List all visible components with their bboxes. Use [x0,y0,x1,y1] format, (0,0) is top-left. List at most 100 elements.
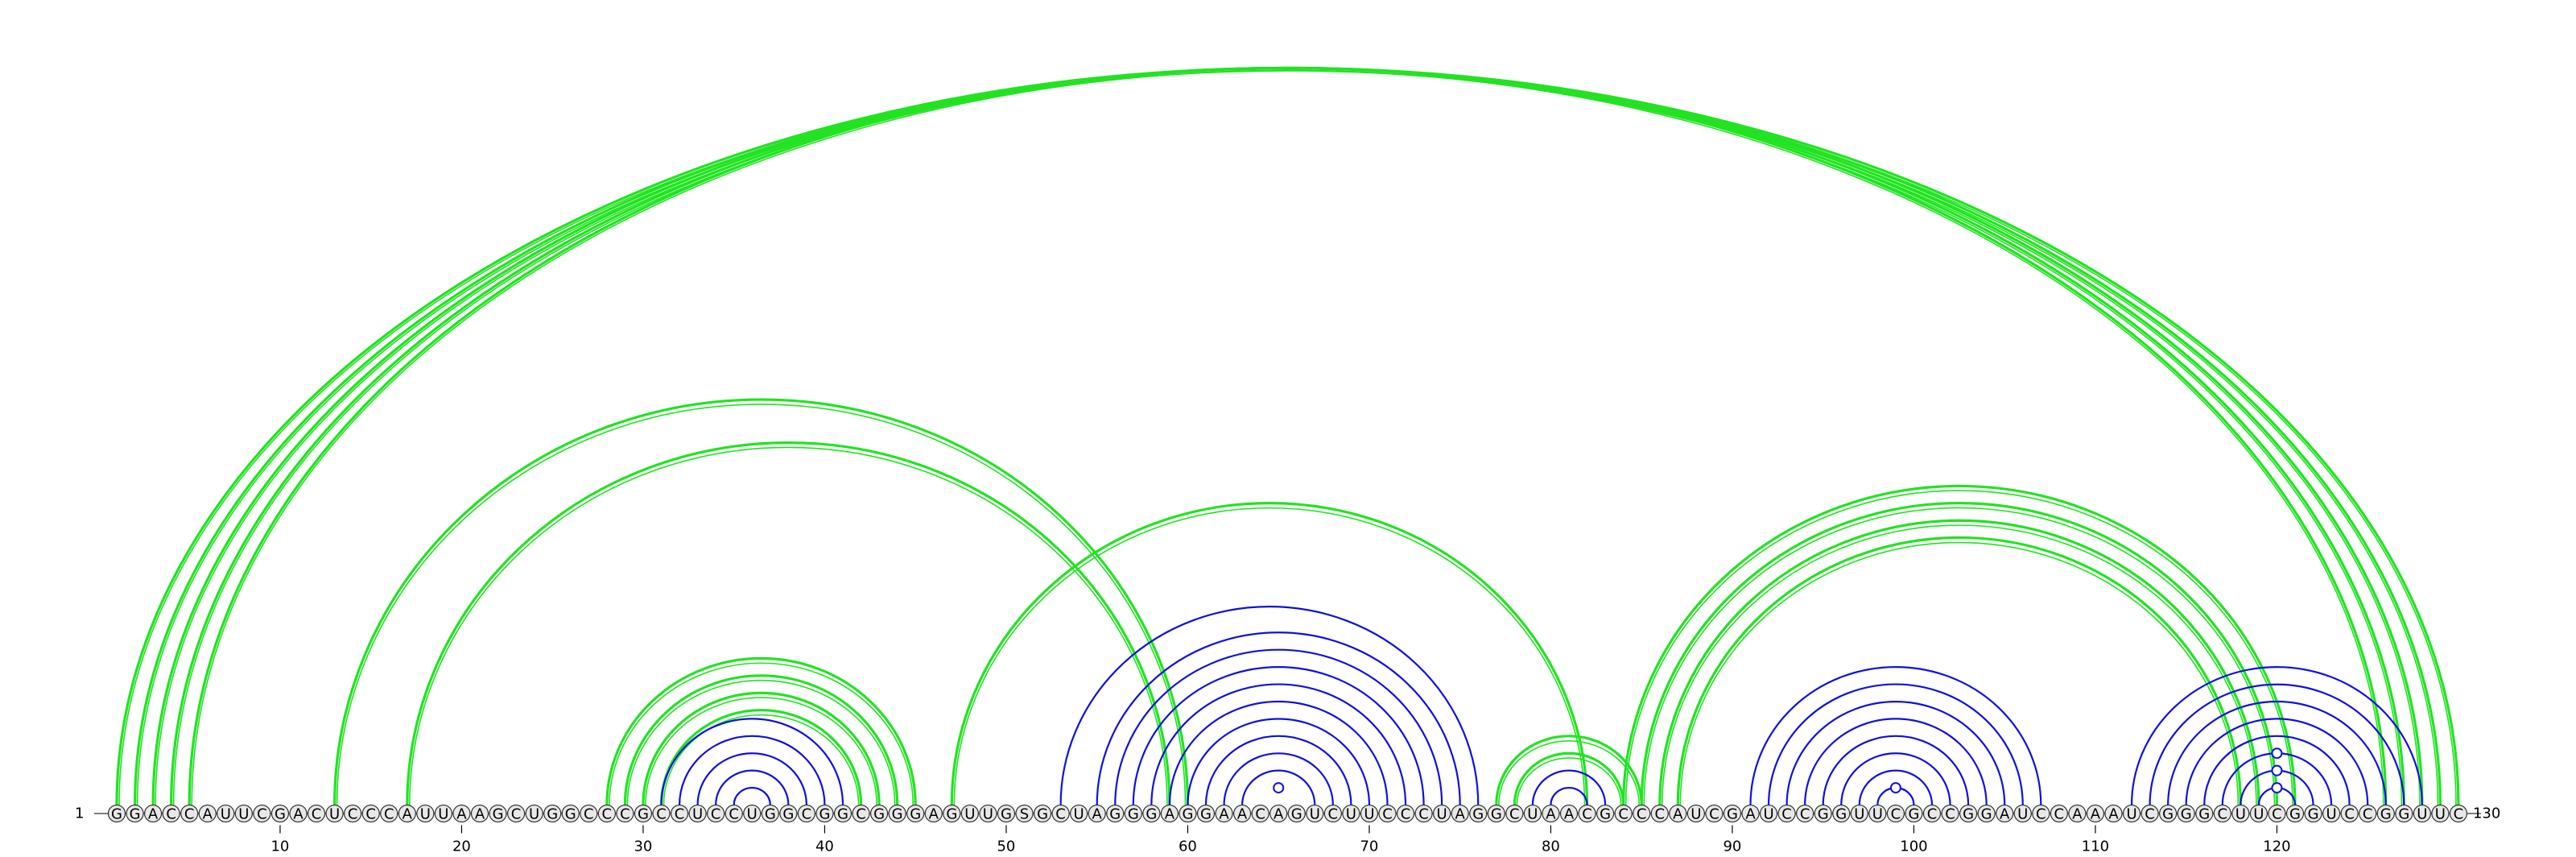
open-circle-marker [1889,782,1901,794]
nucleotide-letter: C [1637,806,1647,823]
nucleotide: C [162,804,180,823]
nucleotide-letter: C [1709,806,1719,823]
nucleotide-circle [1542,804,1560,823]
nucleotide: U [1686,804,1705,823]
nucleotide-letter: G [892,806,903,823]
nucleotide: G [1814,804,1832,823]
nucleotide-letter: C [2344,806,2355,823]
nucleotide: C [652,804,671,823]
nucleotide-letter: G [1981,806,1992,823]
nucleotide-circle [270,804,290,823]
nucleotide-circle [1578,804,1596,823]
nucleotide: C [1396,804,1415,823]
nucleotide-circle [2322,804,2341,823]
nucleotide-letter: G [2162,806,2174,823]
nucleotide-circle [2213,804,2231,823]
nucleotide-letter: G [873,806,885,823]
nucleotide: A [2068,804,2087,823]
nucleotide-letter: A [929,806,939,823]
blue-pair-arc-57-73 [1132,666,1425,805]
green-pair-arc-3-128 [153,68,2422,805]
nucleotide-circle [2231,804,2250,823]
nucleotide-letter: A [402,806,413,823]
nucleotide-letter: U [420,806,431,823]
nucleotide-circle [1559,804,1579,823]
nucleotide-circle [180,804,199,823]
green-pair-arc-1-130 [115,66,2460,805]
nucleotide-circle [2013,804,2032,823]
nucleotide: C [253,804,271,823]
nucleotide: G [1959,804,1978,823]
nucleotide: C [1886,804,1905,823]
blue-pair-arc-96-102 [1840,752,1951,805]
nucleotide: C [1705,804,1724,823]
nucleotide: A [1451,804,1469,823]
nucleotide-letter: G [1491,806,1502,823]
nucleotide-circle [1669,804,1687,823]
blue-pair-arc-113-127 [2149,683,2405,805]
nucleotide-circle [1650,804,1669,823]
nucleotide-letter: U [1437,806,1447,823]
nucleotide-letter: U [221,806,231,823]
nucleotide-letter: G [837,806,848,823]
nucleotide-letter: G [2380,806,2392,823]
nucleotide-letter: C [1945,806,1955,823]
nucleotide: G [888,804,906,823]
nucleotide-letter: A [1165,806,1175,823]
nucleotide: C [344,804,362,823]
open-circle-marker [1273,782,1285,794]
nucleotide: U [979,804,997,823]
nucleotide-letter: C [620,806,630,823]
nucleotide: G [815,804,834,823]
nucleotide-circle [2032,804,2050,823]
nucleotide-circle [1215,804,1233,823]
nucleotide: G [761,804,779,823]
nucleotide-letter: C [2054,806,2065,823]
nucleotide-circle [543,804,562,823]
nucleotide: U [1342,804,1360,823]
nucleotide-circle [1287,804,1306,823]
nucleotide-circle [1414,804,1433,823]
nucleotide-circle [1196,804,1216,823]
nucleotide-circle [1323,804,1342,823]
nucleotide-letter: A [148,806,159,823]
nucleotide-letter: G [946,806,957,823]
green-pair-arc-inner-77-85 [1498,739,1640,805]
nucleotide: U [325,804,344,823]
blue-pair-arc-33-39 [696,752,807,805]
nucleotide: C [1941,804,1959,823]
nucleotide: U [1523,804,1542,823]
nucleotide-letter: C [1509,806,1520,823]
nucleotide-circle [670,804,689,823]
nucleotide: C [2340,804,2359,823]
nucleotide-circle [2359,804,2377,823]
nucleotide: A [452,804,471,823]
nucleotide-circle [1977,804,1996,823]
green-pair-arc-2-129 [135,68,2441,805]
nucleotide-circle [1996,804,2014,823]
nucleotide-circle [906,804,925,823]
nucleotide-letter: A [1673,806,1683,823]
green-pair-arc-inner-1-130 [118,69,2457,805]
nucleotide-letter: G [1037,806,1048,823]
nucleotide-circle [452,804,471,823]
nucleotide-circle [2449,804,2468,823]
nucleotide: G [270,804,290,823]
nucleotide-letter: G [493,806,504,823]
nucleotide-circle [525,804,543,823]
nucleotide: C [1323,804,1342,823]
nucleotide: G [2159,804,2178,823]
nucleotide-circle [416,804,435,823]
nucleotide-letter: G [2181,806,2192,823]
green-pair-arc-inner-13-60 [336,404,1187,805]
nucleotide: U [1868,804,1887,823]
nucleotide: A [289,804,308,823]
blue-pair-arc-93-105 [1785,700,2006,805]
green-pair-arc-31-42 [659,709,863,805]
blue-pair-arc-80-82 [1550,786,1588,805]
nucleotide: A [1741,804,1760,823]
nucleotide-letter: C [1382,806,1393,823]
nucleotide-circle [597,804,616,823]
nucleotide: C [597,804,616,823]
